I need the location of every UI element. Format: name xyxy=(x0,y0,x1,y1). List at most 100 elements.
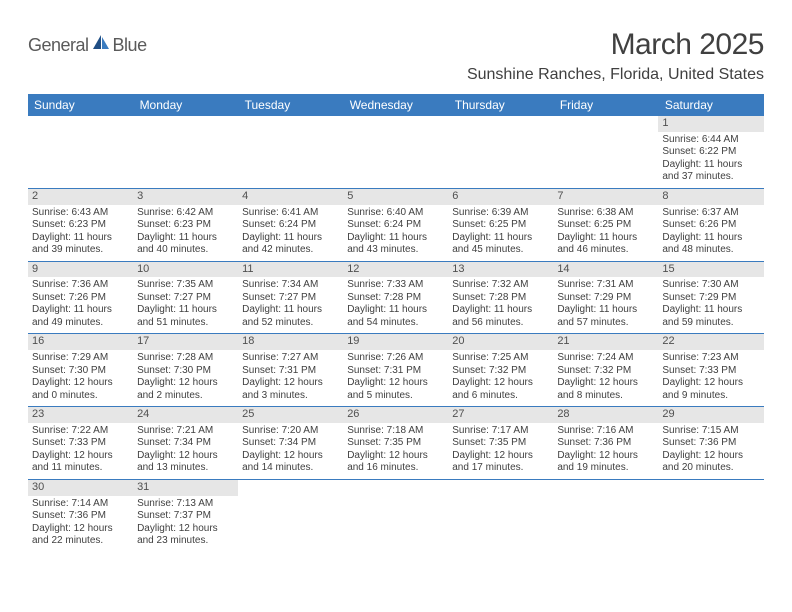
day-number: 31 xyxy=(133,480,238,496)
day-info: Sunrise: 7:24 AMSunset: 7:32 PMDaylight:… xyxy=(557,352,654,402)
day-info: Sunrise: 7:30 AMSunset: 7:29 PMDaylight:… xyxy=(662,279,759,329)
calendar-table: SundayMondayTuesdayWednesdayThursdayFrid… xyxy=(28,94,764,552)
day-info: Sunrise: 7:17 AMSunset: 7:35 PMDaylight:… xyxy=(452,425,549,475)
day-info: Sunrise: 6:40 AMSunset: 6:24 PMDaylight:… xyxy=(347,207,444,257)
calendar-day-cell: 30 Sunrise: 7:14 AMSunset: 7:36 PMDayligh… xyxy=(28,479,133,551)
day-number: 21 xyxy=(553,334,658,350)
day-info: Sunrise: 7:15 AMSunset: 7:36 PMDaylight:… xyxy=(662,425,759,475)
calendar-day-cell: 9Sunrise: 7:36 AMSunset: 7:26 PMDaylight… xyxy=(28,261,133,334)
day-number: 20 xyxy=(448,334,553,350)
day-info: Sunrise: 7:22 AMSunset: 7:33 PMDaylight:… xyxy=(32,425,129,475)
day-number: 13 xyxy=(448,262,553,278)
day-number: 4 xyxy=(238,189,343,205)
sail-icon xyxy=(91,34,111,57)
day-info: Sunrise: 7:33 AMSunset: 7:28 PMDaylight:… xyxy=(347,279,444,329)
day-number: 9 xyxy=(28,262,133,278)
brand-logo: General Blue xyxy=(28,28,147,57)
calendar-day-cell xyxy=(658,479,763,551)
calendar-day-cell: 25 Sunrise: 7:20 AMSunset: 7:34 PMDayligh… xyxy=(238,407,343,480)
header: General Blue March 2025 Sunshine Ranches… xyxy=(28,28,764,84)
day-info: Sunrise: 7:13 AMSunset: 7:37 PMDaylight:… xyxy=(137,498,234,548)
day-number: 29 xyxy=(658,407,763,423)
day-number: 26 xyxy=(343,407,448,423)
day-info: Sunrise: 7:23 AMSunset: 7:33 PMDaylight:… xyxy=(662,352,759,402)
day-info: Sunrise: 6:39 AMSunset: 6:25 PMDaylight:… xyxy=(452,207,549,257)
day-number: 3 xyxy=(133,189,238,205)
calendar-day-cell: 26 Sunrise: 7:18 AMSunset: 7:35 PMDayligh… xyxy=(343,407,448,480)
calendar-day-cell xyxy=(448,116,553,188)
day-number: 1 xyxy=(658,116,763,132)
day-number: 24 xyxy=(133,407,238,423)
day-info: Sunrise: 7:25 AMSunset: 7:32 PMDaylight:… xyxy=(452,352,549,402)
calendar-day-cell: 16Sunrise: 7:29 AMSunset: 7:30 PMDayligh… xyxy=(28,334,133,407)
day-number: 12 xyxy=(343,262,448,278)
calendar-day-cell: 7Sunrise: 6:38 AMSunset: 6:25 PMDaylight… xyxy=(553,188,658,261)
calendar-day-cell: 13Sunrise: 7:32 AMSunset: 7:28 PMDayligh… xyxy=(448,261,553,334)
calendar-day-cell xyxy=(553,479,658,551)
weekday-header: Friday xyxy=(553,94,658,116)
day-number: 11 xyxy=(238,262,343,278)
calendar-day-cell: 11Sunrise: 7:34 AMSunset: 7:27 PMDayligh… xyxy=(238,261,343,334)
location-text: Sunshine Ranches, Florida, United States xyxy=(467,66,764,84)
calendar-day-cell: 15Sunrise: 7:30 AMSunset: 7:29 PMDayligh… xyxy=(658,261,763,334)
day-number: 28 xyxy=(553,407,658,423)
day-number: 6 xyxy=(448,189,553,205)
day-info: Sunrise: 7:26 AMSunset: 7:31 PMDaylight:… xyxy=(347,352,444,402)
day-info: Sunrise: 7:21 AMSunset: 7:34 PMDaylight:… xyxy=(137,425,234,475)
day-number: 2 xyxy=(28,189,133,205)
day-number: 18 xyxy=(238,334,343,350)
calendar-day-cell: 23Sunrise: 7:22 AMSunset: 7:33 PMDayligh… xyxy=(28,407,133,480)
calendar-day-cell: 21 Sunrise: 7:24 AMSunset: 7:32 PMDayligh… xyxy=(553,334,658,407)
weekday-header: Sunday xyxy=(28,94,133,116)
calendar-week-row: 9Sunrise: 7:36 AMSunset: 7:26 PMDaylight… xyxy=(28,261,764,334)
day-info: Sunrise: 6:38 AMSunset: 6:25 PMDaylight:… xyxy=(557,207,654,257)
day-info: Sunrise: 7:31 AMSunset: 7:29 PMDaylight:… xyxy=(557,279,654,329)
weekday-header: Thursday xyxy=(448,94,553,116)
day-number: 15 xyxy=(658,262,763,278)
calendar-day-cell: 6 Sunrise: 6:39 AMSunset: 6:25 PMDaylight… xyxy=(448,188,553,261)
day-info: Sunrise: 7:20 AMSunset: 7:34 PMDaylight:… xyxy=(242,425,339,475)
calendar-day-cell: 17Sunrise: 7:28 AMSunset: 7:30 PMDayligh… xyxy=(133,334,238,407)
calendar-day-cell xyxy=(238,116,343,188)
calendar-day-cell xyxy=(238,479,343,551)
page-title: March 2025 xyxy=(467,28,764,62)
day-info: Sunrise: 6:42 AMSunset: 6:23 PMDaylight:… xyxy=(137,207,234,257)
calendar-day-cell xyxy=(133,116,238,188)
day-number: 8 xyxy=(658,189,763,205)
brand-name-1: General xyxy=(28,35,89,56)
weekday-header-row: SundayMondayTuesdayWednesdayThursdayFrid… xyxy=(28,94,764,116)
calendar-day-cell: 14Sunrise: 7:31 AMSunset: 7:29 PMDayligh… xyxy=(553,261,658,334)
day-info: Sunrise: 7:27 AMSunset: 7:31 PMDaylight:… xyxy=(242,352,339,402)
calendar-day-cell: 3 Sunrise: 6:42 AMSunset: 6:23 PMDaylight… xyxy=(133,188,238,261)
day-number: 25 xyxy=(238,407,343,423)
calendar-day-cell: 19Sunrise: 7:26 AMSunset: 7:31 PMDayligh… xyxy=(343,334,448,407)
day-info: Sunrise: 7:18 AMSunset: 7:35 PMDaylight:… xyxy=(347,425,444,475)
day-info: Sunrise: 6:44 AMSunset: 6:22 PMDaylight:… xyxy=(662,134,759,184)
calendar-day-cell: 12Sunrise: 7:33 AMSunset: 7:28 PMDayligh… xyxy=(343,261,448,334)
calendar-day-cell: 18 Sunrise: 7:27 AMSunset: 7:31 PMDayligh… xyxy=(238,334,343,407)
day-number: 30 xyxy=(28,480,133,496)
calendar-day-cell: 31 Sunrise: 7:13 AMSunset: 7:37 PMDayligh… xyxy=(133,479,238,551)
day-number: 22 xyxy=(658,334,763,350)
day-info: Sunrise: 7:32 AMSunset: 7:28 PMDaylight:… xyxy=(452,279,549,329)
day-number: 16 xyxy=(28,334,133,350)
calendar-day-cell: 29 Sunrise: 7:15 AMSunset: 7:36 PMDayligh… xyxy=(658,407,763,480)
day-info: Sunrise: 6:43 AMSunset: 6:23 PMDaylight:… xyxy=(32,207,129,257)
calendar-day-cell: 5Sunrise: 6:40 AMSunset: 6:24 PMDaylight… xyxy=(343,188,448,261)
day-info: Sunrise: 7:16 AMSunset: 7:36 PMDaylight:… xyxy=(557,425,654,475)
day-number: 10 xyxy=(133,262,238,278)
calendar-day-cell: 27 Sunrise: 7:17 AMSunset: 7:35 PMDayligh… xyxy=(448,407,553,480)
day-info: Sunrise: 7:14 AMSunset: 7:36 PMDaylight:… xyxy=(32,498,129,548)
calendar-day-cell: 20 Sunrise: 7:25 AMSunset: 7:32 PMDayligh… xyxy=(448,334,553,407)
brand-name-2: Blue xyxy=(113,35,147,56)
weekday-header: Saturday xyxy=(658,94,763,116)
day-info: Sunrise: 7:28 AMSunset: 7:30 PMDaylight:… xyxy=(137,352,234,402)
day-number: 27 xyxy=(448,407,553,423)
calendar-day-cell xyxy=(448,479,553,551)
calendar-day-cell: 8Sunrise: 6:37 AMSunset: 6:26 PMDaylight… xyxy=(658,188,763,261)
weekday-header: Wednesday xyxy=(343,94,448,116)
calendar-week-row: 1 Sunrise: 6:44 AMSunset: 6:22 PMDaylight… xyxy=(28,116,764,188)
calendar-day-cell: 24 Sunrise: 7:21 AMSunset: 7:34 PMDayligh… xyxy=(133,407,238,480)
calendar-day-cell xyxy=(28,116,133,188)
calendar-day-cell: 4Sunrise: 6:41 AMSunset: 6:24 PMDaylight… xyxy=(238,188,343,261)
